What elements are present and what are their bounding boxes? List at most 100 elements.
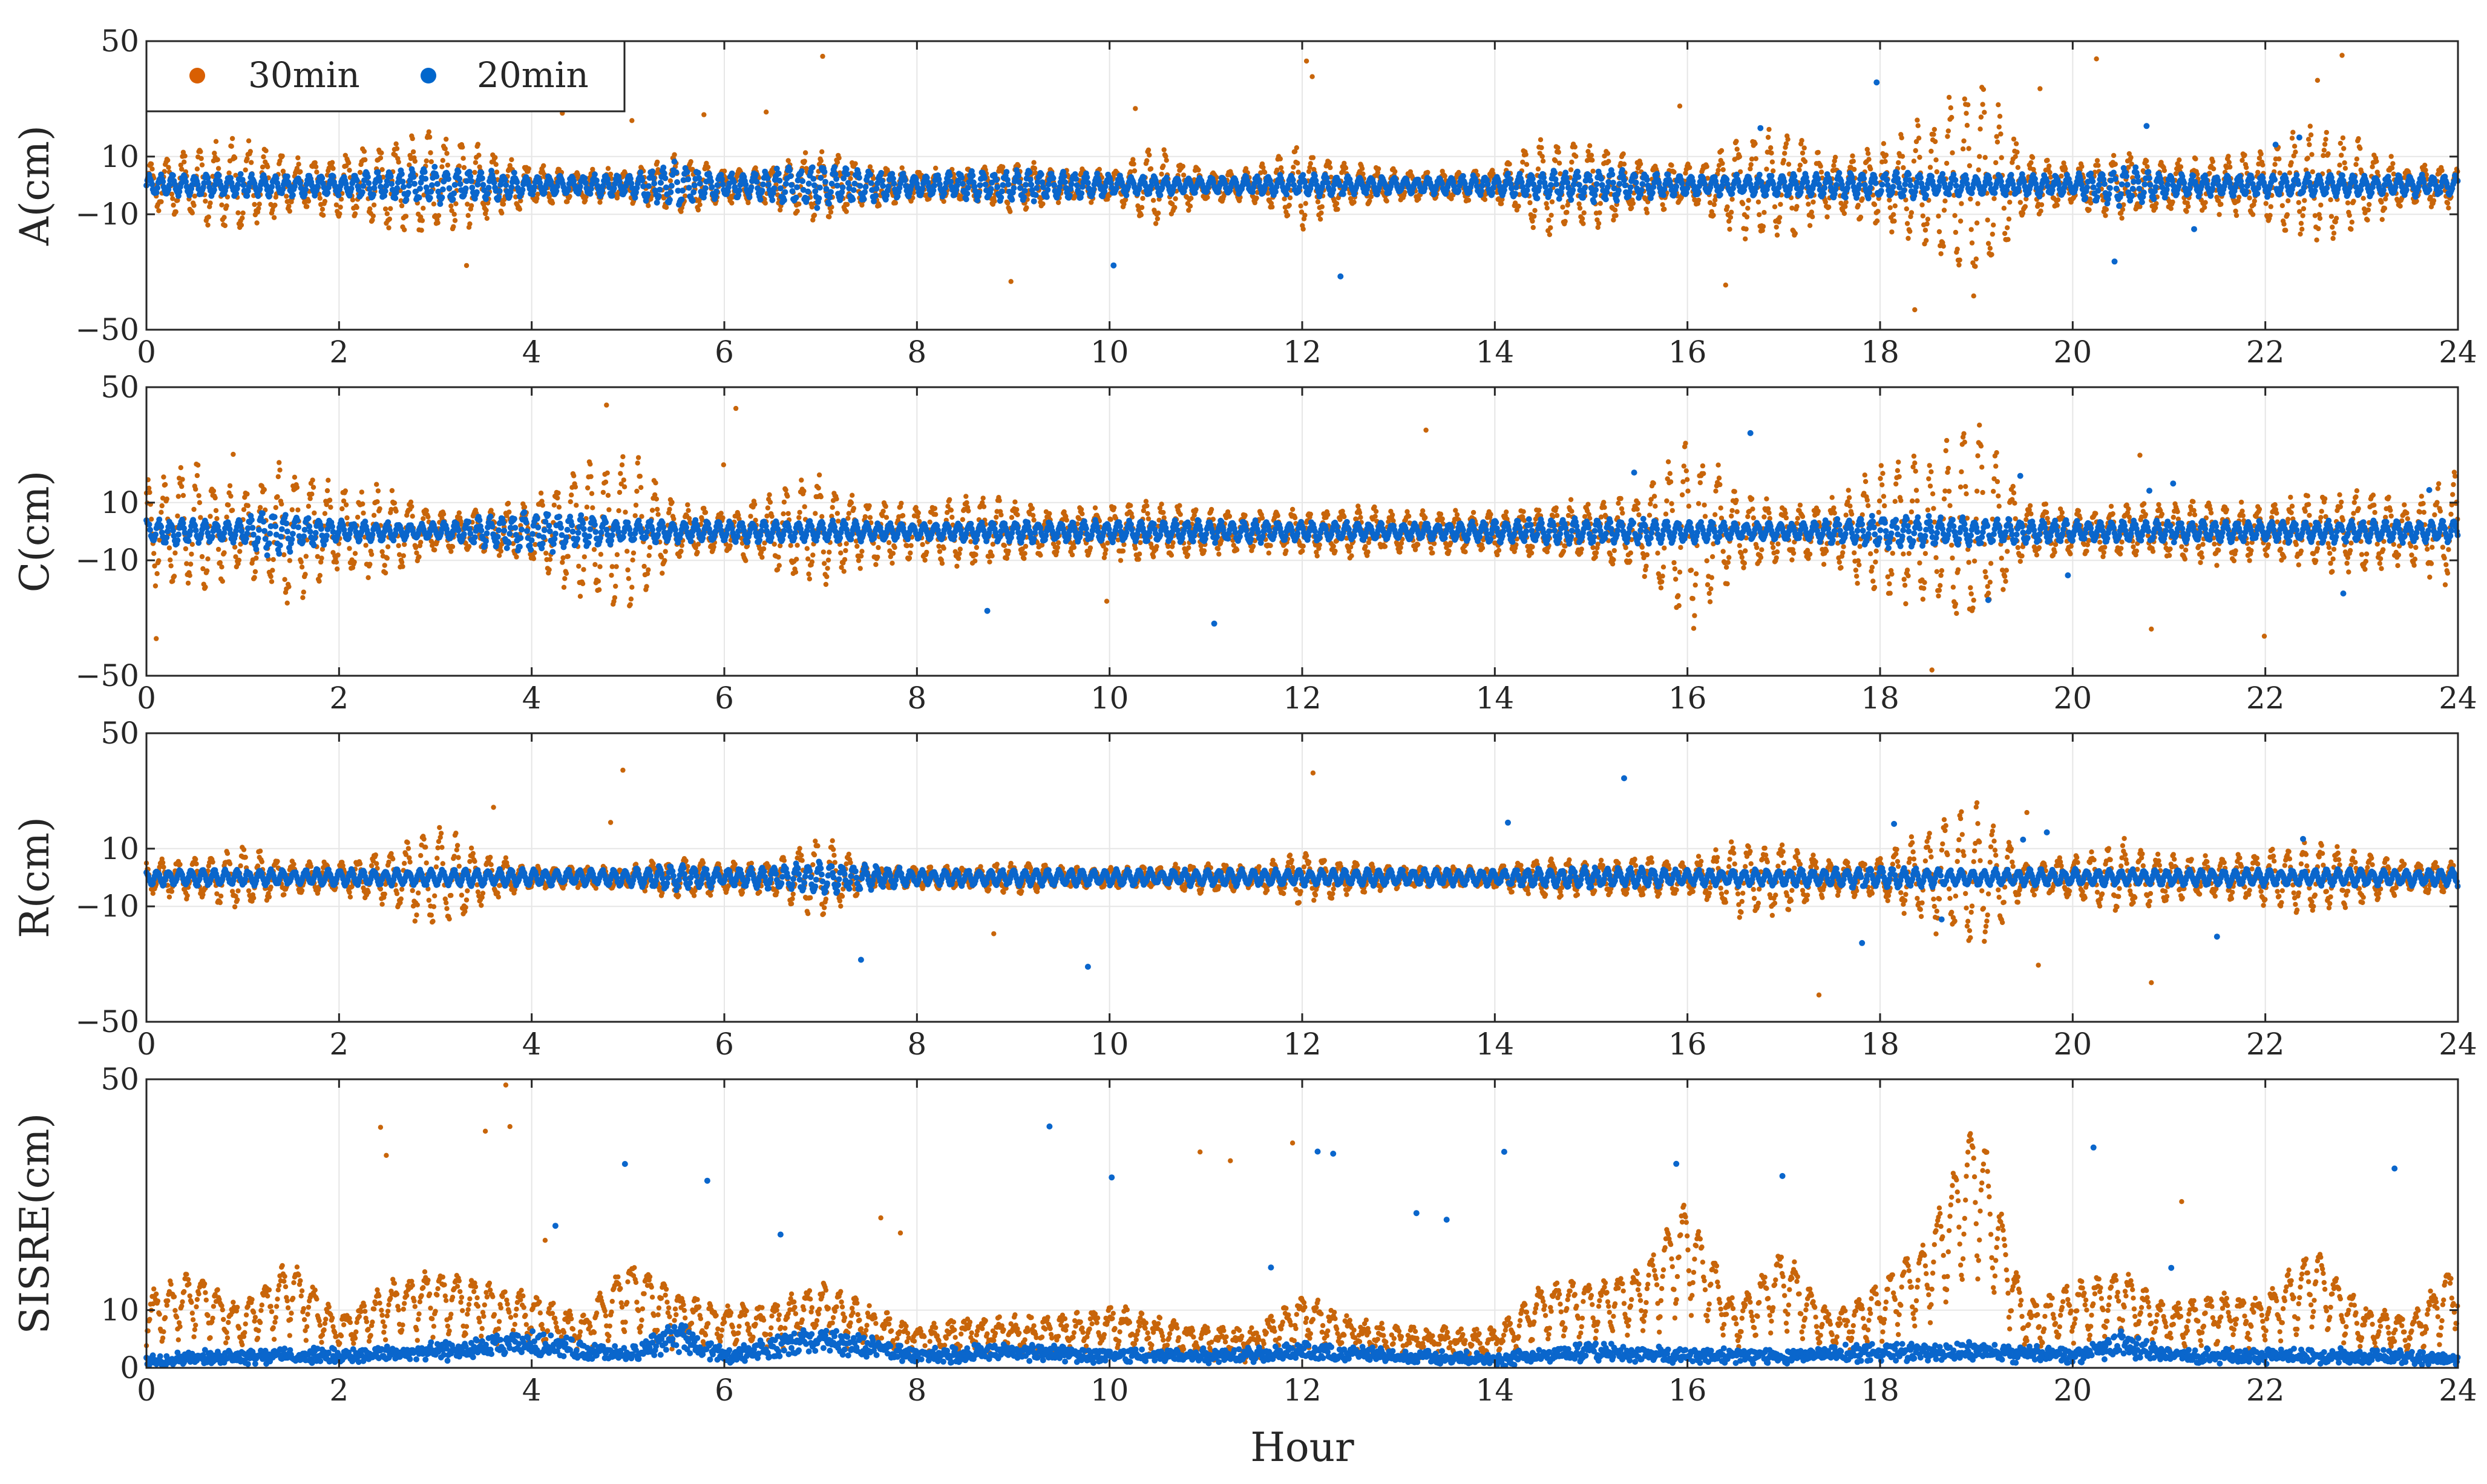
point-30min [287, 208, 292, 214]
point-20min [1900, 192, 1907, 199]
point-30min [2279, 203, 2285, 209]
point-30min [1590, 157, 1595, 163]
point-30min [1150, 198, 1156, 203]
point-20min [1804, 178, 1810, 185]
point-20min [330, 173, 336, 180]
point-30min [2389, 165, 2395, 171]
point-20min [1968, 190, 1975, 197]
point-30min [1792, 230, 1798, 237]
point-30min [1881, 141, 1887, 146]
point-30min [1974, 220, 1980, 226]
point-20min [1622, 182, 1628, 189]
point-20min [730, 178, 737, 185]
point-20min [496, 194, 502, 200]
point-30min [1538, 137, 1544, 143]
point-30min [428, 150, 433, 155]
point-30min [284, 194, 289, 199]
point-20min [360, 183, 367, 189]
point-20min [787, 173, 794, 180]
point-30min [1866, 157, 1872, 162]
point-30min [745, 200, 751, 206]
point-20min [850, 196, 856, 203]
point-30min [1794, 204, 1800, 209]
point-30min [346, 160, 352, 166]
point-20min [2084, 184, 2091, 191]
point-20min [1598, 175, 1605, 182]
point-20min [776, 177, 783, 184]
point-30min [2341, 146, 2347, 151]
point-30min [1516, 203, 1521, 209]
point-30min [1008, 209, 1013, 214]
point-20min [502, 176, 508, 183]
point-30min [565, 199, 570, 204]
point-30min [1990, 231, 1995, 237]
point-30min [1942, 198, 1948, 204]
point-20min [684, 169, 690, 175]
point-30min [2013, 154, 2018, 159]
point-30min [442, 146, 448, 151]
point-20min [1289, 177, 1296, 183]
point-20min [1656, 180, 1662, 186]
point-30min [1772, 204, 1778, 209]
point-30min [1957, 257, 1962, 263]
point-30min [1868, 166, 1873, 172]
point-20min [1615, 187, 1622, 194]
point-30min [2331, 230, 2337, 236]
point-20min [1856, 181, 1863, 188]
point-20min [399, 178, 406, 185]
point-20min [1548, 181, 1554, 188]
point-20min [789, 188, 796, 194]
point-20min [479, 175, 485, 181]
point-20min [1283, 191, 1290, 198]
point-30min [1766, 126, 1772, 132]
point-30min [2095, 163, 2101, 168]
point-20min [1090, 186, 1096, 193]
point-30min [1611, 217, 1616, 223]
point-30min [1818, 163, 1823, 169]
point-30min [1334, 201, 1340, 206]
point-30min [436, 213, 442, 218]
point-30min [333, 202, 339, 208]
point-20min [1889, 189, 1896, 195]
point-30min [378, 155, 384, 161]
point-30min [361, 149, 367, 154]
point-30min [286, 203, 292, 209]
point-30min [221, 215, 227, 220]
point-20min [1016, 178, 1023, 185]
point-30min [1482, 197, 1488, 202]
point-20min [689, 197, 696, 204]
point-30min [2342, 160, 2347, 166]
point-30min [2338, 140, 2343, 146]
point-20min [1827, 179, 1833, 185]
point-30min [2020, 211, 2026, 216]
point-30min [476, 152, 482, 158]
point-30min [464, 263, 470, 269]
point-20min [215, 172, 222, 179]
point-20min [708, 178, 714, 185]
point-30min [534, 195, 540, 201]
point-30min [296, 162, 301, 167]
point-30min [1745, 206, 1751, 211]
point-20min [794, 184, 801, 191]
point-20min [450, 196, 456, 203]
point-20min [169, 172, 176, 178]
point-30min [467, 221, 473, 227]
point-20min [781, 197, 787, 203]
point-20min [1530, 181, 1537, 188]
point-30min [313, 164, 319, 169]
point-30min [426, 129, 431, 135]
point-20min [1582, 185, 1588, 191]
point-20min [976, 189, 982, 196]
point-20min [685, 176, 692, 183]
point-30min [1187, 203, 1193, 209]
point-30min [2276, 156, 2282, 162]
point-30min [2055, 197, 2061, 203]
point-30min [2284, 212, 2290, 218]
point-30min [1547, 232, 1553, 237]
point-30min [322, 198, 328, 204]
point-20min [1568, 197, 1574, 203]
point-20min [455, 169, 462, 175]
point-30min [2005, 237, 2011, 242]
point-20min [862, 184, 869, 190]
